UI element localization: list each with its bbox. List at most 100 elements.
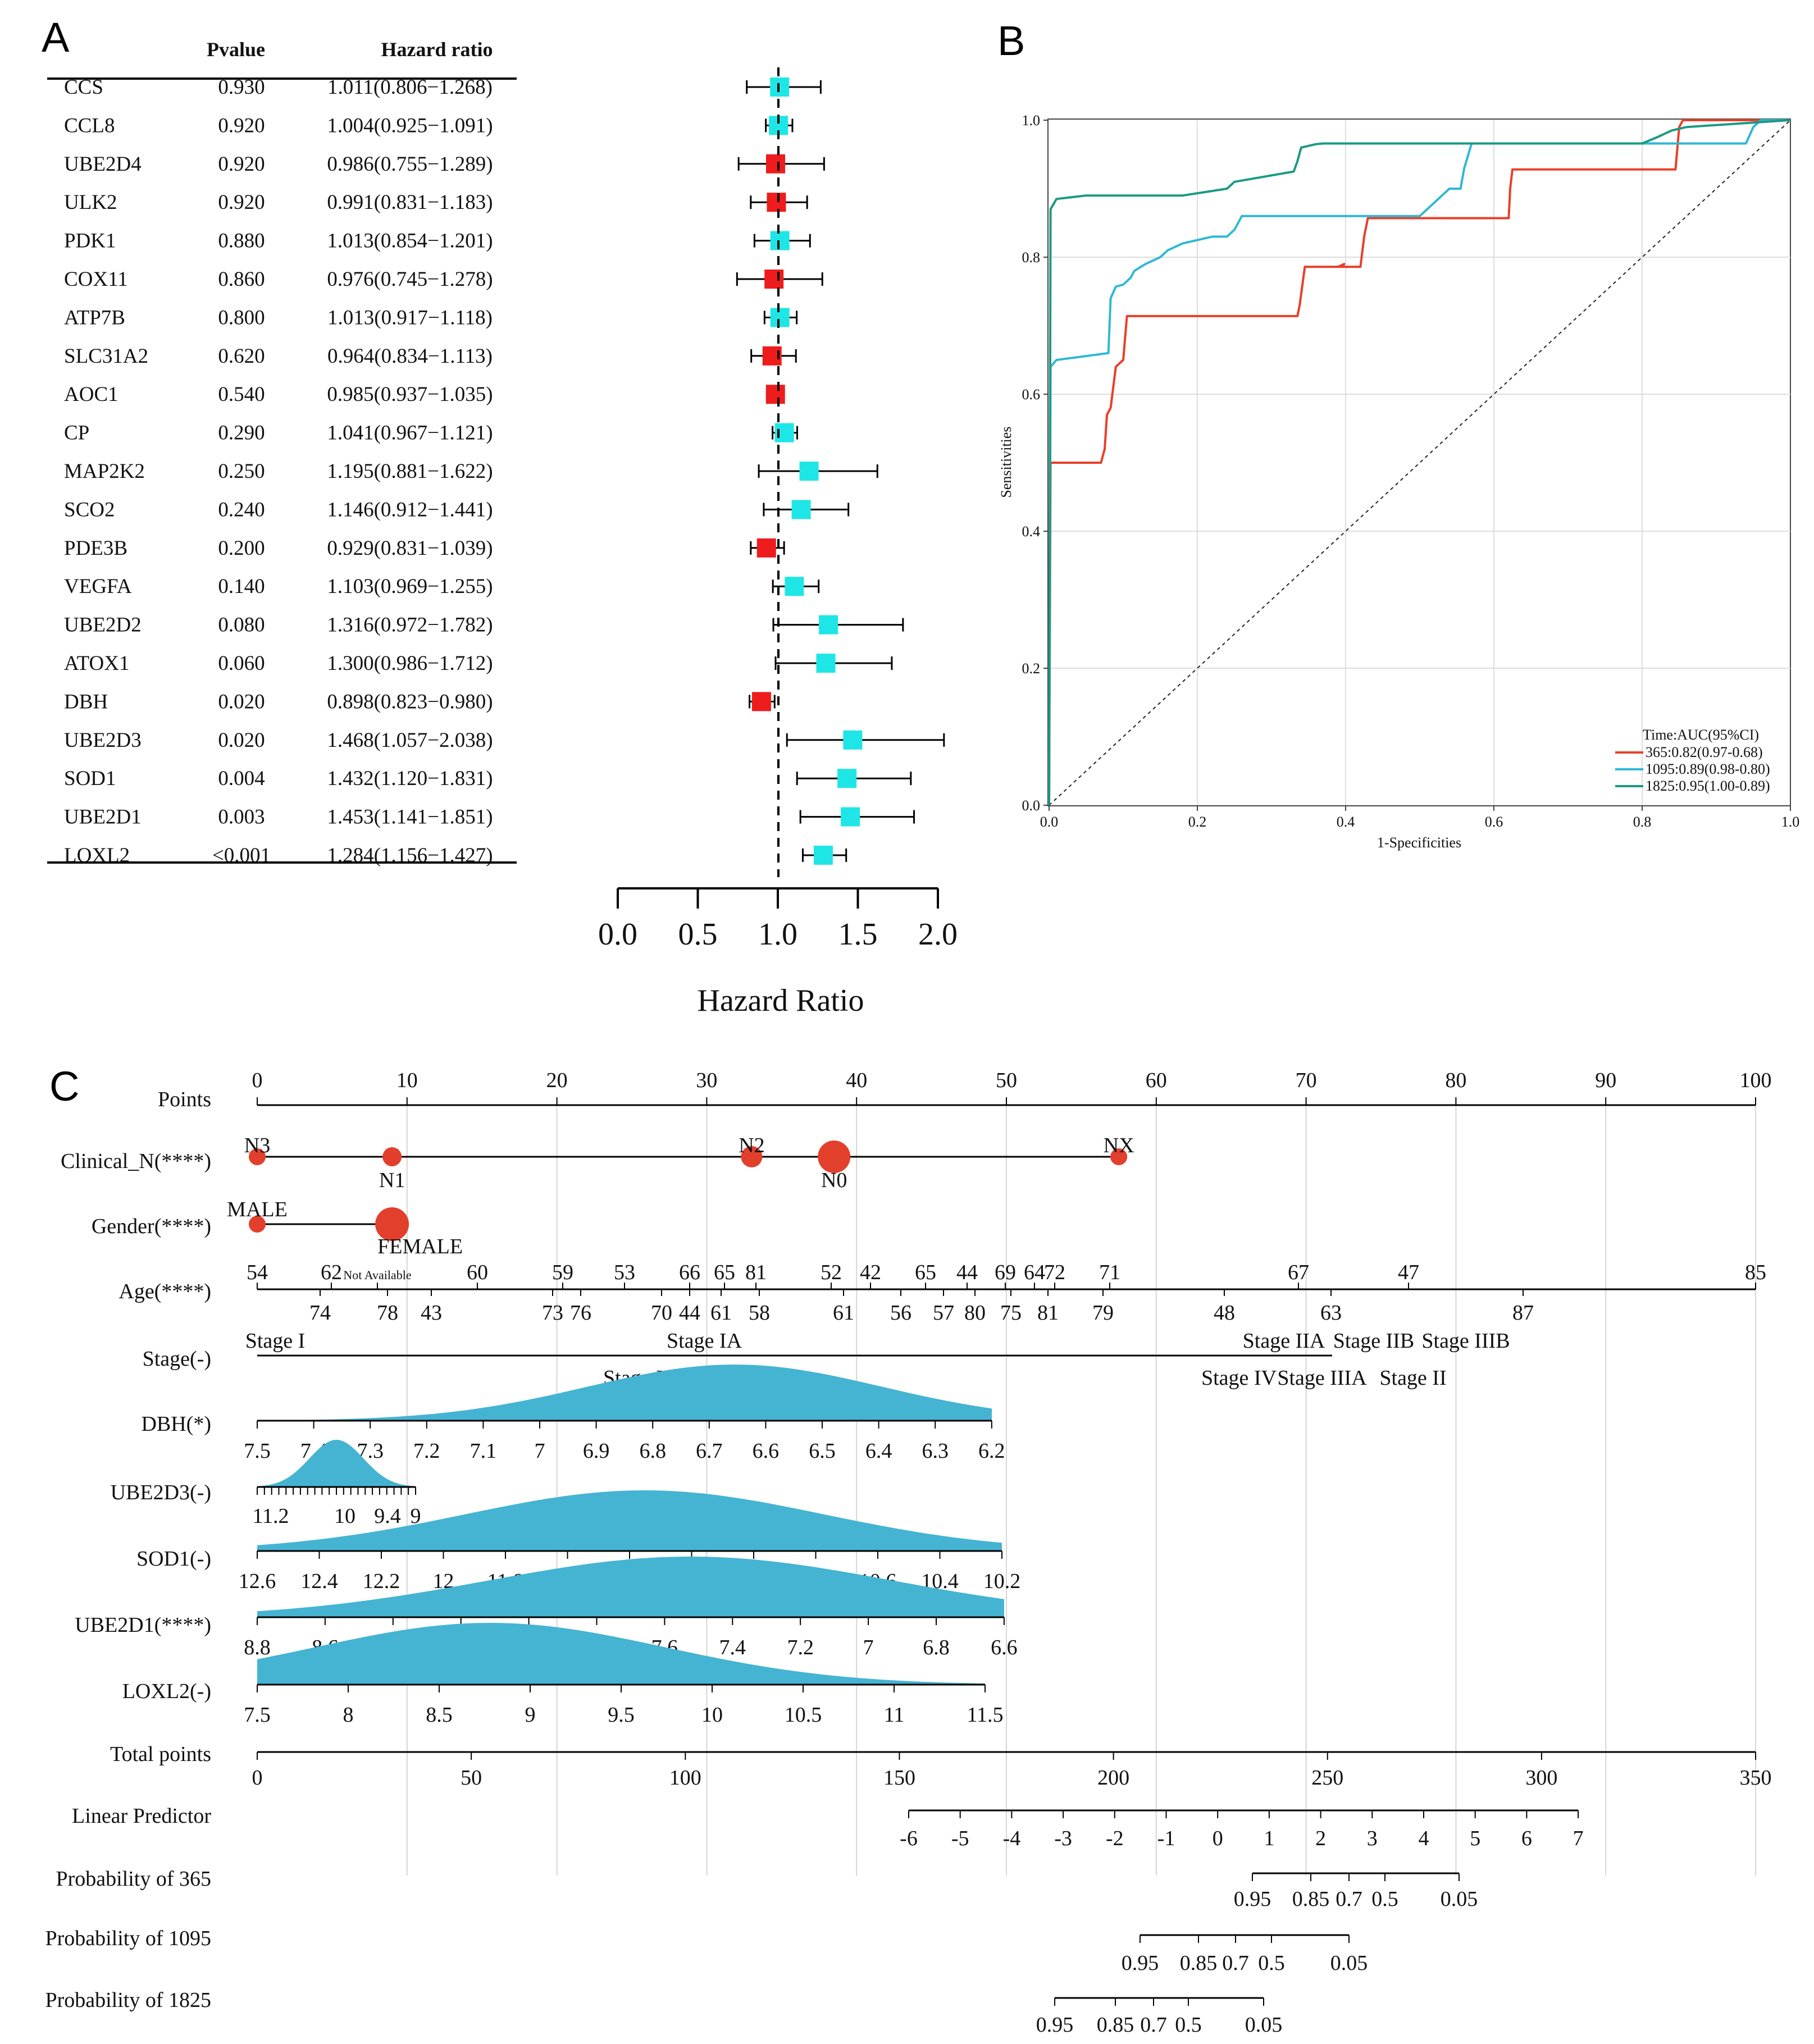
- tick-label: -3: [1054, 1827, 1072, 1850]
- gender-level: MALE: [227, 1198, 288, 1221]
- tick-label: 7.2: [413, 1439, 440, 1463]
- y-axis-label: Sensitivities: [998, 426, 1014, 498]
- tick-label: 0.05: [1245, 2013, 1283, 2037]
- dbh-density: [257, 1365, 992, 1421]
- hr-point-marker: [841, 807, 860, 827]
- age-top-label: 60: [467, 1261, 488, 1284]
- row-gene-label: UBE2D2: [64, 614, 142, 637]
- tick-label: 11.2: [252, 1504, 289, 1528]
- tick-label: 7.5: [244, 1703, 271, 1727]
- x-tick-label: 1.5: [838, 917, 878, 952]
- panel-letter-a: A: [42, 14, 70, 61]
- hr-point-marker: [770, 308, 790, 327]
- tick-label: 4: [1419, 1827, 1429, 1850]
- legend-entry: 1825:0.95(1.00-0.89): [1646, 778, 1770, 794]
- row-gene-label: DBH: [64, 690, 108, 713]
- age-bottom-label: 56: [890, 1301, 911, 1325]
- gender-level: FEMALE: [377, 1235, 463, 1258]
- hr-point-marker: [799, 462, 819, 481]
- tick-label: 50: [996, 1069, 1017, 1092]
- tick-label: 0.85: [1097, 2013, 1134, 2037]
- row-hr-text: 1.284(1.156−1.427): [327, 844, 493, 867]
- tick-label: 10: [334, 1504, 355, 1528]
- tick-label: 5: [1470, 1827, 1480, 1850]
- tick-label: 9.4: [374, 1504, 401, 1528]
- age-top-label: Not Available: [343, 1268, 411, 1282]
- legend-entry: 365:0.82(0.97-0.68): [1646, 744, 1763, 760]
- row-gene-label: CP: [64, 422, 89, 445]
- clinical-n-marker: [818, 1140, 851, 1173]
- hr-point-marker: [837, 769, 857, 788]
- tick-label: 0.7: [1140, 2013, 1167, 2037]
- tick-label: 2: [1315, 1827, 1326, 1850]
- x-tick-label: 1.0: [758, 917, 797, 952]
- row-hr-text: 0.929(0.831−1.039): [327, 537, 493, 560]
- x-axis-label: 1-Specificities: [1377, 834, 1461, 851]
- stage-bottom-label: Stage IV: [1201, 1366, 1277, 1390]
- age-bottom-label: 74: [309, 1301, 331, 1325]
- tick-label: 100: [669, 1766, 701, 1790]
- tick-label: 0.05: [1441, 1887, 1478, 1911]
- tick-label: 50: [461, 1766, 482, 1790]
- y-tick-label: 0.0: [1022, 797, 1041, 814]
- roc-curve-2: [1048, 119, 1791, 806]
- tick-label: 10.2: [983, 1570, 1021, 1593]
- row-pvalue: <0.001: [212, 844, 271, 867]
- row-pvalue: 0.060: [218, 652, 265, 675]
- age-top-label: 47: [1398, 1261, 1419, 1284]
- clinical-n-marker: [382, 1147, 402, 1166]
- row-gene-label: ULK2: [64, 191, 117, 214]
- tick-label: 7.1: [470, 1439, 497, 1463]
- age-bottom-label: 48: [1214, 1301, 1235, 1325]
- row-pvalue: 0.920: [218, 153, 265, 176]
- gender-marker: [375, 1207, 409, 1241]
- tick-label: 0.05: [1330, 1951, 1368, 1975]
- row-label: Probability of 365: [56, 1867, 211, 1891]
- y-tick-label: 0.2: [1022, 660, 1041, 677]
- row-gene-label: PDK1: [64, 230, 116, 253]
- x-tick-label: 0.0: [598, 917, 637, 952]
- hr-point-marker: [791, 500, 811, 519]
- age-bottom-label: 44: [679, 1301, 700, 1325]
- row-hr-text: 1.432(1.120−1.831): [327, 767, 493, 790]
- tick-label: 60: [1146, 1069, 1167, 1092]
- tick-label: 6.8: [923, 1636, 950, 1659]
- tick-label: 8: [343, 1703, 354, 1727]
- tick-label: 6.8: [639, 1439, 666, 1463]
- hr-point-marker: [770, 231, 790, 250]
- sod1-density: [257, 1490, 1002, 1551]
- age-bottom-label: 70: [651, 1301, 672, 1325]
- age-bottom-label: 58: [749, 1301, 770, 1325]
- hr-point-marker: [785, 577, 804, 596]
- row-label: Points: [158, 1088, 211, 1111]
- tick-label: -4: [1003, 1827, 1021, 1850]
- age-bottom-label: 73: [542, 1301, 563, 1325]
- row-gene-label: MAP2K2: [64, 460, 145, 483]
- row-gene-label: ATOX1: [64, 652, 130, 675]
- row-hr-text: 0.976(0.745−1.278): [327, 268, 493, 291]
- age-top-label: 42: [860, 1261, 881, 1284]
- row-gene-label: CCL8: [64, 114, 115, 137]
- tick-label: 1: [1264, 1827, 1274, 1850]
- row-pvalue: 0.920: [218, 191, 265, 214]
- x-tick-label: 0.6: [1485, 814, 1503, 830]
- tick-label: 0: [252, 1069, 263, 1092]
- tick-label: 0.5: [1258, 1951, 1285, 1975]
- roc-panel: 0.0 0.2 0.4 0.6 0.8 1.0 0.0 0.2 0.4 0.6 0.8 1.0 1-S…: [998, 112, 1799, 851]
- tick-label: 0.95: [1036, 2013, 1074, 2037]
- tick-label: 10: [396, 1069, 418, 1092]
- row-hr-text: 0.964(0.834−1.113): [327, 345, 493, 368]
- tick-label: 9: [525, 1703, 536, 1727]
- x-tick-label: 0.8: [1633, 814, 1652, 830]
- tick-label: 0.5: [1175, 2013, 1202, 2037]
- tick-label: 0.5: [1371, 1887, 1398, 1911]
- row-gene-label: CCS: [64, 76, 103, 99]
- tick-label: 9: [411, 1504, 421, 1528]
- tick-label: 0.95: [1122, 1951, 1159, 1975]
- tick-label: 30: [696, 1069, 717, 1092]
- clinical-n-marker: [1110, 1148, 1128, 1165]
- tick-label: 80: [1445, 1069, 1466, 1092]
- age-bottom-label: 81: [1037, 1301, 1059, 1325]
- age-top-label: 81: [745, 1261, 767, 1284]
